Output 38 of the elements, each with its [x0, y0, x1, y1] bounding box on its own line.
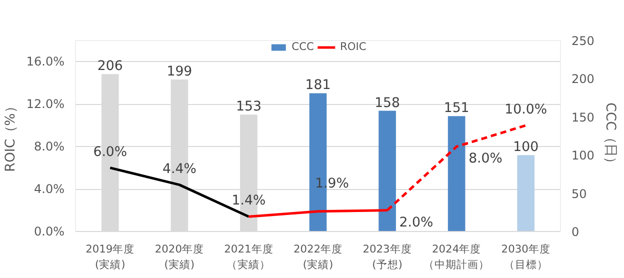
y2-tick-label: 200	[572, 72, 594, 86]
y2-tick-label: 100	[572, 148, 594, 163]
y2-tick-label: 250	[572, 34, 594, 48]
data-label: 100	[513, 140, 539, 156]
data-label: 10.0%	[504, 102, 548, 118]
data-label: 2.0%	[399, 215, 434, 230]
x-tick-label: 2020年度(実績)	[154, 242, 204, 272]
y2-tick-label: 0	[572, 225, 580, 239]
legend-label: ROIC	[340, 40, 366, 53]
y2-tick-label: 150	[572, 110, 594, 124]
y-tick-label: 4.0%	[34, 182, 65, 196]
bar	[448, 116, 466, 232]
data-label: 181	[305, 78, 331, 94]
data-label: 153	[236, 100, 262, 115]
data-label: 1.4%	[232, 194, 266, 209]
data-label: 206	[97, 59, 123, 74]
data-label: 8.0%	[468, 152, 502, 167]
x-tick-label: 2024年度（中期計画）	[424, 242, 490, 272]
x-tick-label: 2030年度（目標）	[501, 242, 550, 272]
y-tick-label: 16.0%	[26, 54, 65, 69]
data-label: 151	[444, 101, 470, 116]
x-tick-label: 2023年度(予想)	[362, 242, 412, 272]
y2-tick-label: 50	[572, 186, 587, 201]
y-axis-title: ROIC（%）	[3, 100, 18, 172]
x-tick-label: 2022年度(実績)	[293, 242, 343, 272]
legend-label: CCC	[292, 40, 314, 53]
data-label: 4.4%	[162, 162, 196, 177]
x-tick-label: 2021年度（実績）	[224, 242, 274, 272]
bar	[517, 155, 535, 232]
bar	[378, 110, 396, 232]
data-label: 6.0%	[93, 144, 128, 160]
y2-axis-title: CCC（日）	[602, 102, 618, 170]
y-tick-label: 12.0%	[26, 97, 65, 112]
y-tick-label: 8.0%	[34, 140, 65, 154]
x-tick-label: 2019年度(実績)	[86, 242, 135, 272]
data-label: 199	[166, 64, 192, 80]
y-tick-label: 0.0%	[34, 224, 65, 238]
data-label: 158	[374, 96, 400, 111]
